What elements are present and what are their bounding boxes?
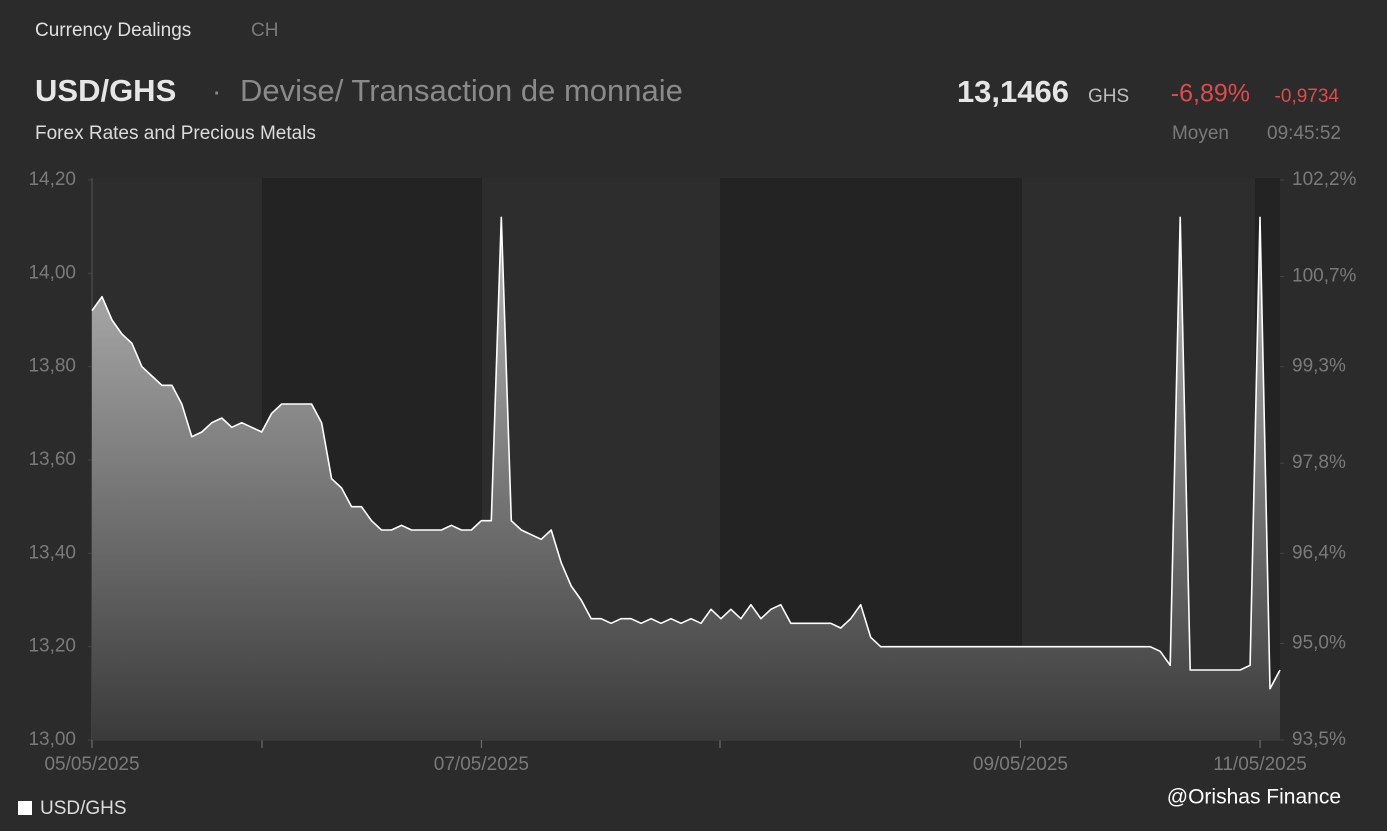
time: 09:45:52 [1267,123,1341,144]
price-type: Moyen [1172,123,1229,144]
section-tab[interactable]: Currency Dealings [35,20,191,41]
legend-swatch [18,801,32,815]
symbol: USD/GHS [35,73,176,108]
subtitle: Forex Rates and Precious Metals [35,123,316,144]
currency: GHS [1088,86,1129,107]
separator: · [212,75,221,106]
y2-tick-label: 102,2% [1292,169,1357,190]
change-pct: -6,89% [1171,80,1250,108]
x-tick-label: 07/05/2025 [434,754,529,775]
x-tick-label: 05/05/2025 [44,754,139,775]
y2-tick-label: 100,7% [1292,266,1357,287]
watermark: @Orishas Finance [1167,786,1341,809]
y2-tick-label: 93,5% [1292,729,1346,750]
y-tick-label: 13,40 [28,542,76,563]
y-tick-label: 13,60 [28,449,76,470]
y-tick-label: 13,80 [28,356,76,377]
y-tick-label: 14,20 [28,169,76,190]
y-tick-label: 13,00 [28,729,76,750]
region-tab[interactable]: CH [251,20,278,41]
y2-tick-label: 95,0% [1292,632,1346,653]
x-tick-label: 09/05/2025 [973,754,1068,775]
description: Devise/ Transaction de monnaie [240,73,683,108]
y-tick-label: 13,20 [28,636,76,657]
y2-tick-label: 96,4% [1292,542,1346,563]
legend-label[interactable]: USD/GHS [40,798,127,819]
area [92,217,1280,741]
x-tick-label: 11/05/2025 [1213,754,1307,775]
y-tick-label: 14,00 [28,262,76,283]
plot: 13,00 13,20 13,40 13,60 13,80 14,00 14,20 93,5%… [28,169,1356,775]
y2-tick-label: 97,8% [1292,452,1346,473]
line [91,216,1281,690]
y2-tick-label: 99,3% [1292,356,1346,377]
change-abs: -0,9734 [1275,86,1340,107]
price: 13,1466 [957,74,1069,109]
